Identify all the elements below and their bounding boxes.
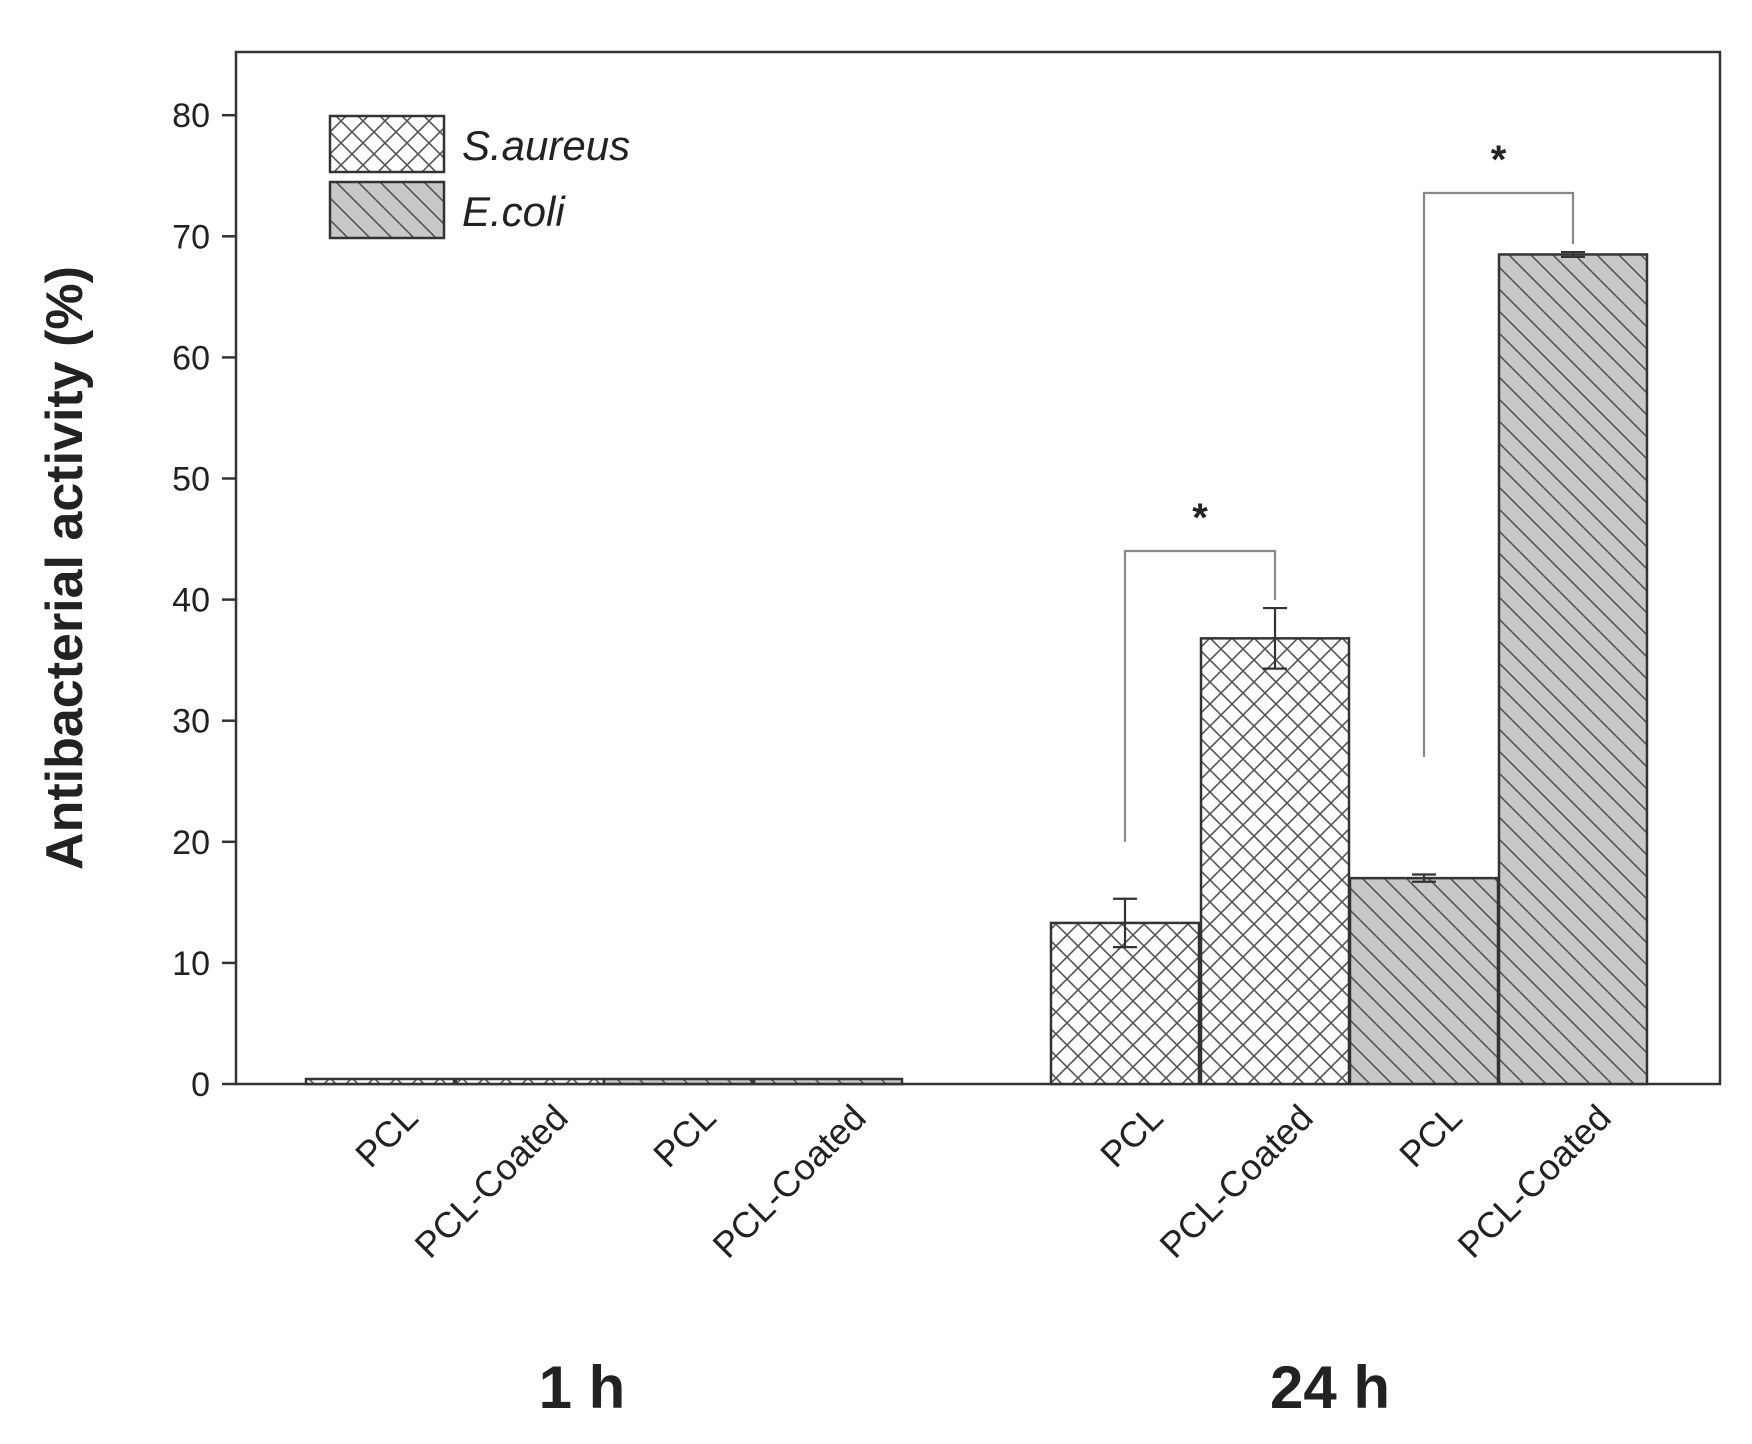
y-axis-title: Antibacterial activity (%): [36, 266, 94, 870]
bar-24h-s-aureus-0: [1049, 921, 1201, 1086]
y-tick-label: 40: [172, 582, 210, 620]
x-category-label: PCL-Coated: [407, 1097, 576, 1266]
x-category-label: PCL: [1092, 1097, 1171, 1176]
bar-1h-s-aureus-0: [304, 1077, 456, 1086]
bar-24h-s-aureus-1: [1199, 637, 1351, 1086]
x-category-label: PCL: [1391, 1097, 1470, 1176]
bar-1h-s-aureus-1: [454, 1077, 606, 1086]
legend-label-e-coli: E.coli: [462, 188, 566, 235]
group-label: 1 h: [539, 1354, 626, 1421]
bar-1h-e-coli-3: [752, 1077, 904, 1086]
bars: [304, 253, 1649, 1086]
y-axis: 0 10 20 30 40 50 60 70 80: [172, 97, 236, 1104]
y-tick-label: 30: [172, 703, 210, 741]
legend-label-s-aureus: S.aureus: [462, 122, 630, 169]
bar-1h-e-coli-2: [602, 1077, 754, 1086]
significance-brackets: **: [1123, 138, 1575, 842]
y-tick-label: 10: [172, 945, 210, 983]
x-category-label: PCL: [645, 1097, 724, 1176]
bar-24h-e-coli-2: [1348, 876, 1500, 1086]
legend: S.aureus E.coli: [328, 114, 630, 240]
error-bars: [1113, 250, 1585, 949]
significance-bracket: [1422, 191, 1575, 758]
legend-swatch-e-coli: [328, 180, 446, 240]
significance-star: *: [1192, 496, 1208, 540]
y-tick-label: 60: [172, 339, 210, 377]
y-tick-label: 0: [191, 1066, 210, 1104]
bar-24h-e-coli-3: [1497, 253, 1649, 1086]
x-category-label: PCL-Coated: [705, 1097, 874, 1266]
x-category-label: PCL-Coated: [1152, 1097, 1321, 1266]
group-label: 24 h: [1270, 1354, 1390, 1421]
y-tick-label: 80: [172, 97, 210, 135]
significance-star: *: [1491, 138, 1507, 182]
x-category-label: PCL: [347, 1097, 426, 1176]
y-tick-label: 50: [172, 461, 210, 499]
group-labels: 1 h 24 h: [539, 1354, 1390, 1421]
x-category-label: PCL-Coated: [1450, 1097, 1619, 1266]
plot-frame: [234, 50, 1722, 1086]
y-tick-label: 70: [172, 218, 210, 256]
legend-swatch-s-aureus: [328, 114, 446, 174]
y-tick-label: 20: [172, 824, 210, 862]
significance-bracket: [1123, 549, 1277, 842]
